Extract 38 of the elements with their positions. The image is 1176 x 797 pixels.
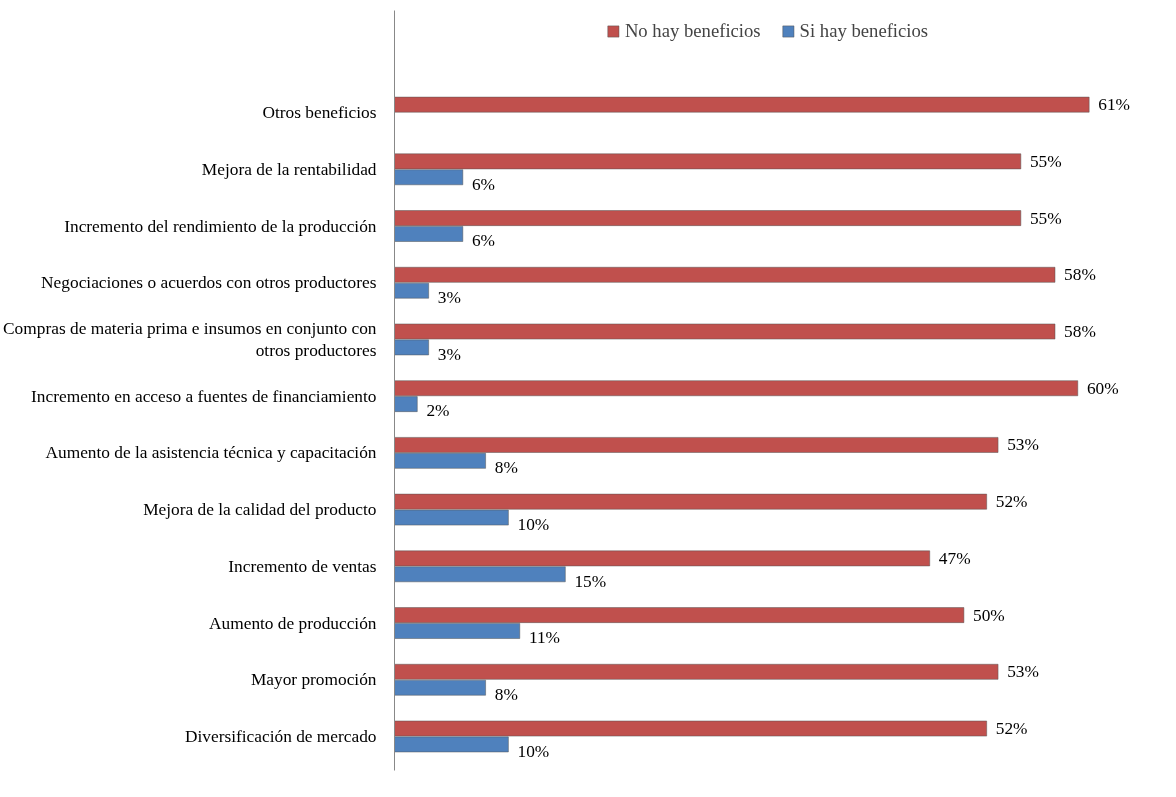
y-tick-label: Incremento del rendimiento de la producción	[64, 216, 377, 236]
y-tick-label: Negociaciones o acuerdos con otros productores	[41, 273, 377, 293]
data-label: 55%	[1029, 208, 1062, 228]
data-label: 58%	[1064, 265, 1096, 285]
data-label: 61%	[1098, 95, 1131, 115]
data-label: 58%	[1064, 322, 1096, 342]
y-tick-label: Aumento de la asistencia técnica y capacitación	[45, 443, 377, 463]
data-label: 10%	[517, 514, 550, 534]
legend-label: Si hay beneficios	[799, 20, 929, 42]
data-label: 52%	[995, 719, 1028, 739]
data-label: 52%	[995, 492, 1028, 512]
data-label: 53%	[1007, 435, 1039, 455]
data-label: 55%	[1029, 151, 1062, 171]
data-label: 8%	[494, 685, 518, 704]
data-label: 6%	[471, 174, 496, 194]
data-label: 11%	[528, 628, 560, 648]
data-label: 50%	[973, 605, 1005, 625]
y-tick-label: Mejora de la calidad del producto	[143, 500, 377, 520]
y-tick-label: Compras de materia prima e insumos en conjunto con otros productores	[3, 318, 377, 361]
data-label: 15%	[574, 571, 607, 591]
y-tick-label: Aumento de producción	[209, 613, 377, 633]
data-label: 53%	[1007, 662, 1039, 682]
data-label: 60%	[1086, 378, 1119, 398]
data-label: 3%	[437, 287, 461, 307]
y-tick-label: Mejora de la rentabilidad	[201, 159, 377, 179]
y-tick-label: Mayor promoción	[250, 670, 377, 690]
legend-label: No hay beneficios	[624, 20, 761, 42]
bar	[394, 96, 1090, 113]
data-label: 47%	[938, 548, 971, 568]
data-label: 6%	[471, 231, 496, 251]
y-tick-label: Incremento en acceso a fuentes de financiamiento	[31, 386, 377, 406]
data-label: 8%	[494, 458, 518, 478]
y-tick-label: Diversificación de mercado	[185, 726, 377, 746]
data-label: 3%	[437, 344, 461, 364]
data-label: 2%	[426, 401, 450, 421]
y-tick-label: Otros beneficios	[262, 103, 377, 123]
y-tick-label: Incremento de ventas	[228, 556, 377, 576]
data-label: 10%	[517, 741, 550, 761]
